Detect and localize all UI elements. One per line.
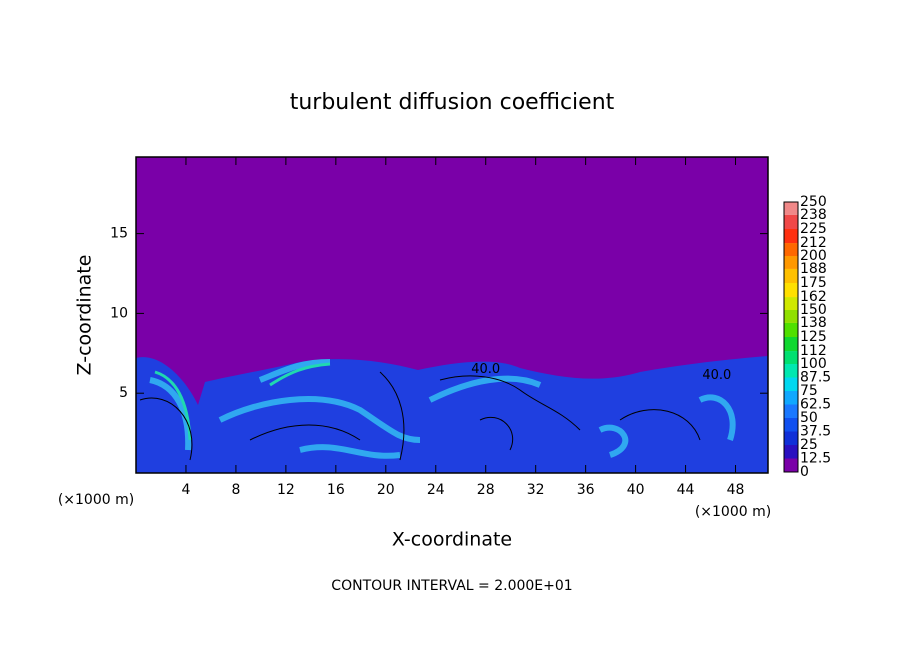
colorbar-bin [784, 310, 798, 323]
colorbar-bin [784, 214, 798, 229]
y-axis-label: Z-coordinate [74, 255, 96, 376]
x-tick-label: 16 [327, 482, 345, 498]
x-unit-label: (×1000 m) [58, 492, 134, 508]
colorbar-label: 25 [800, 437, 818, 453]
colorbar-bin [784, 431, 798, 445]
colorbar-bin [784, 364, 798, 378]
colorbar-bin [784, 202, 798, 215]
colorbar-bin [784, 297, 798, 310]
colorbar-bin [784, 268, 798, 283]
colorbar-bin [784, 377, 798, 391]
colorbar-label: 12.5 [800, 451, 831, 467]
colorbar-bin [784, 404, 798, 418]
colorbar-bin [784, 243, 798, 256]
x-axis-label: X-coordinate [392, 529, 512, 551]
x-tick-label: 36 [577, 482, 595, 498]
colorbar-label: 100 [800, 356, 827, 372]
colorbar-label: 75 [800, 383, 818, 399]
colorbar-frame [783, 201, 799, 473]
colorbar-bin [784, 322, 798, 337]
colorbar-label: 150 [800, 302, 827, 318]
colorbar-bin [784, 256, 798, 269]
colorbar-bin [784, 391, 798, 405]
contour-label: 40.0 [702, 368, 731, 383]
colorbar-label: 62.5 [800, 397, 831, 413]
field-low [136, 356, 768, 473]
x-tick-label: 44 [677, 482, 695, 498]
x-tick-label: 48 [727, 482, 745, 498]
colorbar-bin [784, 458, 798, 472]
colorbar-label: 87.5 [800, 370, 831, 386]
x-tick-label: 12 [277, 482, 295, 498]
x-tick-label: 4 [181, 482, 190, 498]
x-tick-label: 28 [477, 482, 495, 498]
colorbar-label: 0 [800, 464, 809, 480]
contour-interval: CONTOUR INTERVAL = 2.000E+01 [331, 578, 572, 594]
x-tick-label: 40 [627, 482, 645, 498]
field-peak [154, 362, 331, 441]
colorbar-label: 200 [800, 248, 827, 264]
contour-line [139, 371, 701, 461]
y-tick-label: 5 [119, 385, 128, 401]
colorbar-label: 50 [800, 410, 818, 426]
y-tick-label: 10 [110, 305, 128, 321]
colorbar-bin [784, 418, 798, 432]
x-tick-label: 8 [231, 482, 240, 498]
contour-label: 40.0 [471, 362, 500, 377]
colorbar-bin [784, 283, 798, 298]
colorbar-label: 188 [800, 261, 827, 277]
x-unit-label: (×1000 m) [695, 504, 771, 520]
colorbar-label: 125 [800, 329, 827, 345]
colorbar-label: 37.5 [800, 424, 831, 440]
colorbar-bin [784, 445, 798, 459]
colorbar-label: 138 [800, 315, 827, 331]
colorbar-bin [784, 229, 798, 244]
colorbar-label: 212 [800, 235, 827, 251]
colorbar-label: 238 [800, 207, 827, 223]
x-tick-label: 24 [427, 482, 445, 498]
field [135, 156, 769, 474]
x-tick-label: 20 [377, 482, 395, 498]
colorbar-label: 112 [800, 343, 827, 359]
colorbar-label: 162 [800, 289, 827, 305]
y-tick-label: 15 [110, 226, 128, 242]
plot-frame [135, 156, 769, 474]
colorbar-bin [784, 351, 798, 364]
chart-title: turbulent diffusion coefficient [290, 90, 615, 115]
colorbar-label: 175 [800, 275, 827, 291]
colorbar-label: 250 [800, 194, 827, 210]
field-swirl [149, 359, 736, 459]
x-tick-label: 32 [527, 482, 545, 498]
colorbar-label: 225 [800, 221, 827, 237]
colorbar-bin [784, 337, 798, 352]
